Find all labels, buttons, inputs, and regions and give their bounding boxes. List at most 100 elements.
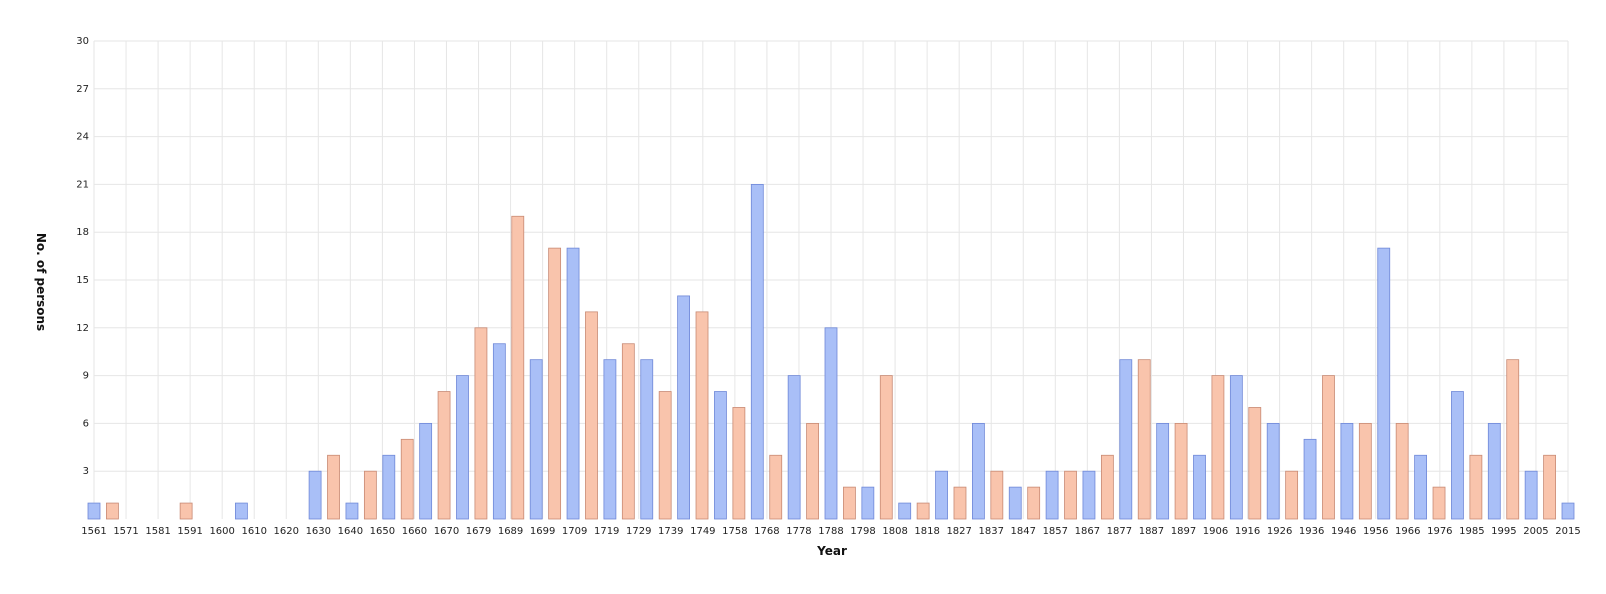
bar	[1045, 470, 1059, 520]
bar	[437, 391, 451, 520]
bar	[1008, 486, 1022, 520]
x-tick-label: 1739	[658, 526, 683, 537]
bar	[511, 215, 525, 520]
bar	[327, 454, 340, 520]
bar	[529, 359, 543, 520]
y-tick-labels: 3 6 9 12 15 18 21 24 27 30	[76, 36, 89, 477]
x-tick-label: 1689	[498, 526, 523, 537]
bar	[566, 247, 580, 520]
x-tick-label: 1670	[434, 526, 459, 537]
x-tick-label: 1985	[1459, 526, 1484, 537]
y-tick-label: 9	[83, 371, 89, 382]
bar	[1156, 422, 1170, 520]
bar	[1174, 422, 1188, 520]
bar	[990, 470, 1004, 520]
y-tick-label: 30	[76, 36, 89, 47]
x-tick-label: 1640	[338, 526, 363, 537]
bar	[419, 422, 433, 520]
bar	[695, 311, 709, 520]
x-tick-label: 1778	[786, 526, 811, 537]
x-tick-label: 1561	[81, 526, 106, 537]
x-tick-label: 1719	[594, 526, 619, 537]
x-axis-title: Year	[816, 544, 847, 558]
bar	[585, 311, 598, 520]
x-tick-label: 1749	[690, 526, 715, 537]
y-tick-label: 24	[76, 132, 89, 143]
x-tick-label: 1906	[1203, 526, 1228, 537]
bar	[1543, 454, 1556, 520]
bar	[1082, 470, 1096, 520]
x-tick-label: 1916	[1235, 526, 1260, 537]
bar	[400, 438, 414, 520]
bar	[806, 422, 819, 520]
bar	[456, 375, 469, 520]
x-tick-label: 1650	[370, 526, 395, 537]
bar	[714, 391, 727, 520]
bar	[1469, 454, 1483, 520]
y-tick-label: 12	[76, 323, 89, 334]
bar	[824, 327, 838, 520]
x-tick-label: 1936	[1299, 526, 1324, 537]
bar	[1285, 470, 1299, 520]
x-tick-label: 1867	[1075, 526, 1100, 537]
bar	[1100, 454, 1114, 520]
y-tick-label: 21	[76, 179, 89, 190]
bar	[1064, 470, 1077, 520]
x-tick-label: 1877	[1107, 526, 1132, 537]
bar	[548, 247, 562, 520]
bar	[732, 407, 746, 520]
bar	[106, 502, 119, 520]
bar	[1451, 391, 1464, 520]
bar	[935, 470, 948, 520]
bar	[363, 470, 377, 520]
bar	[787, 375, 801, 520]
bar	[492, 343, 506, 520]
bar	[861, 486, 875, 520]
bar	[916, 502, 930, 520]
x-tick-label: 1976	[1427, 526, 1452, 537]
x-tick-label: 1768	[754, 526, 779, 537]
x-tick-label: 1827	[946, 526, 971, 537]
bar	[1377, 247, 1391, 520]
bar	[382, 454, 396, 520]
bar	[621, 343, 635, 520]
y-axis-title: No. of persons	[34, 233, 48, 331]
x-tick-label: 1956	[1363, 526, 1388, 537]
x-tick-label: 1966	[1395, 526, 1420, 537]
y-tick-label: 15	[76, 275, 89, 286]
bar	[1322, 375, 1335, 520]
x-tick-label: 1660	[402, 526, 427, 537]
x-tick-label: 1926	[1267, 526, 1292, 537]
bar	[234, 502, 248, 520]
x-tick-label: 2005	[1523, 526, 1548, 537]
x-tick-labels: 1561 1571 1581 1591 1600 1610 1620 1630 1640 1650…	[81, 526, 1580, 537]
x-tick-label: 1897	[1171, 526, 1196, 537]
x-tick-label: 1857	[1043, 526, 1068, 537]
bar	[179, 502, 193, 520]
bar	[474, 327, 488, 520]
x-tick-label: 1699	[530, 526, 555, 537]
bar	[1137, 359, 1151, 520]
bar	[898, 502, 912, 520]
x-tick-label: 1600	[209, 526, 234, 537]
bar	[1229, 375, 1243, 520]
x-tick-label: 1581	[145, 526, 170, 537]
bar	[1432, 486, 1446, 520]
bar	[1211, 375, 1225, 520]
x-tick-label: 1818	[914, 526, 939, 537]
bar	[345, 502, 359, 520]
x-tick-label: 1788	[818, 526, 843, 537]
bar	[1561, 502, 1575, 520]
x-tick-label: 2015	[1555, 526, 1580, 537]
y-tick-label: 3	[83, 466, 89, 477]
x-tick-label: 1887	[1139, 526, 1164, 537]
bar	[1524, 470, 1538, 520]
bar	[1248, 407, 1262, 520]
bar	[1303, 438, 1317, 520]
x-tick-label: 1571	[113, 526, 138, 537]
bar	[1487, 422, 1501, 520]
x-tick-label: 1798	[850, 526, 875, 537]
x-tick-label: 1808	[882, 526, 907, 537]
bar	[1266, 422, 1280, 520]
